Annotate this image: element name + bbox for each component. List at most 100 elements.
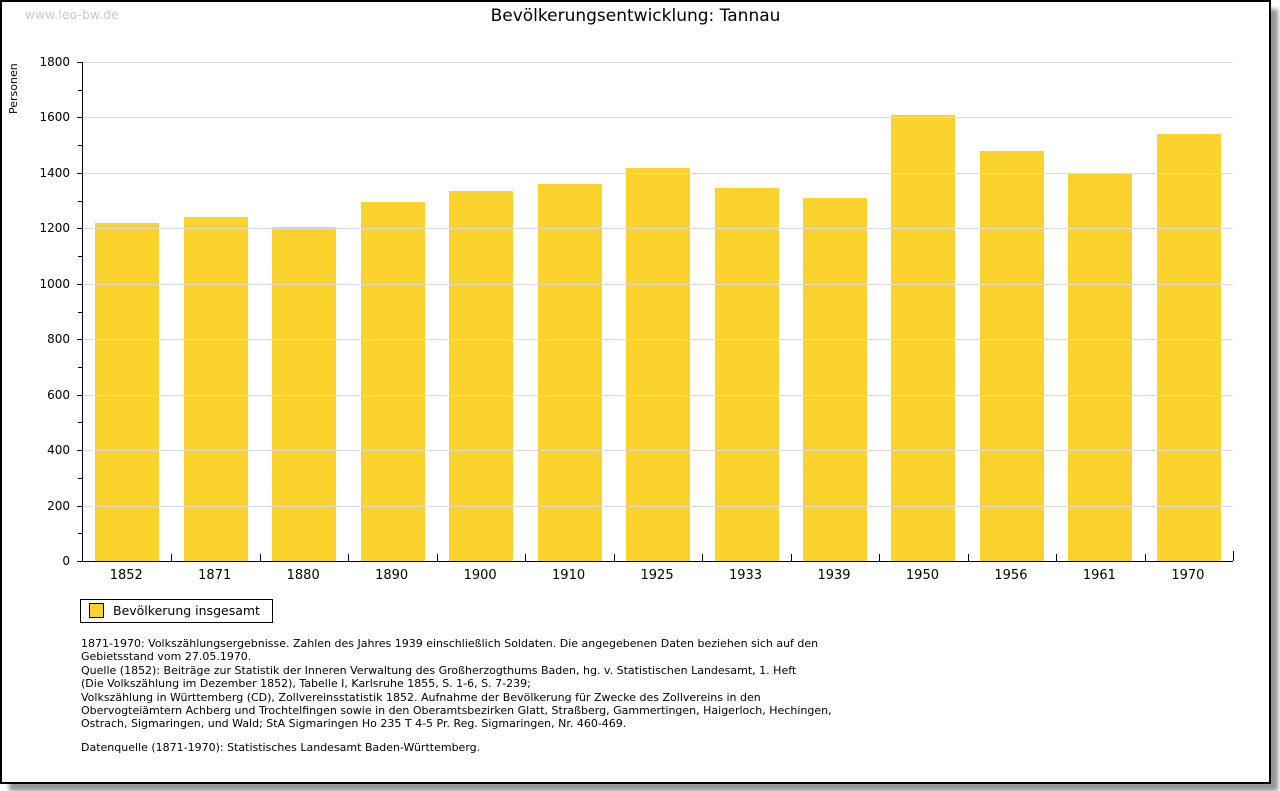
- x-tick-6: [613, 554, 615, 561]
- bar-1925: [626, 168, 691, 561]
- y-tick-800: [77, 339, 82, 341]
- y-tick-label-800: 800: [47, 332, 70, 347]
- y-minor-tick-500: [78, 422, 82, 424]
- gridline-1400: [83, 172, 1233, 174]
- bar-1950: [891, 115, 956, 561]
- legend-swatch: [89, 603, 104, 618]
- y-minor-tick-1700: [78, 89, 82, 91]
- bar-series: [83, 62, 1233, 561]
- y-minor-tick-700: [78, 366, 82, 368]
- bar-1890: [360, 201, 425, 561]
- y-axis-labels: 0 200 400 600 800 1000 1200 1400 1600 1800: [2, 55, 76, 568]
- x-tick-9: [879, 554, 881, 561]
- y-tick-label-1200: 1200: [39, 221, 70, 236]
- x-axis-labels: 1852 1871 1880 1890 1900 1910 1925 1933 1939 1950…: [82, 563, 1232, 583]
- y-tick-label-400: 400: [47, 443, 70, 458]
- x-tick-11: [1056, 554, 1058, 561]
- gridline-1800: [83, 62, 1233, 63]
- legend-label: Bevölkerung insgesamt: [113, 603, 260, 618]
- bar-1939: [802, 197, 867, 561]
- y-tick-200: [77, 505, 82, 507]
- watermark: www.leo-bw.de: [25, 8, 119, 22]
- plot-area: [77, 62, 1234, 562]
- y-tick-400: [77, 450, 82, 452]
- y-tick-label-200: 200: [47, 498, 70, 513]
- x-tick-label-1880: 1880: [286, 568, 320, 583]
- bar-slot-1900: [437, 62, 525, 561]
- y-tick-1800: [77, 62, 82, 63]
- y-minor-tick-1300: [78, 200, 82, 202]
- x-tick-label-1890: 1890: [375, 568, 409, 583]
- source-notes-lines: 1871-1970: Volkszählungsergebnisse. Zahl…: [81, 637, 832, 731]
- bar-slot-1871: [171, 62, 259, 561]
- x-tick-7: [702, 554, 704, 561]
- x-tick-label-1950: 1950: [905, 568, 939, 583]
- gridline-200: [83, 505, 1233, 507]
- x-tick-label-1852: 1852: [109, 568, 143, 583]
- x-tick-5: [525, 554, 527, 561]
- bar-1871: [183, 217, 248, 561]
- legend-box: Bevölkerung insgesamt: [80, 599, 273, 623]
- x-tick-4: [436, 554, 438, 561]
- y-minor-tick-900: [78, 311, 82, 313]
- x-tick-label-1925: 1925: [640, 568, 674, 583]
- x-tick-label-1900: 1900: [463, 568, 497, 583]
- y-tick-600: [77, 394, 82, 396]
- source-note-line-5: Volkszählung in Württemberg (CD), Zollve…: [81, 690, 761, 704]
- gridline-1000: [83, 283, 1233, 285]
- y-tick-1000: [77, 283, 82, 285]
- bar-slot-1961: [1056, 62, 1144, 561]
- y-tick-1600: [77, 117, 82, 119]
- gridline-600: [83, 394, 1233, 396]
- bar-1933: [714, 188, 779, 561]
- y-tick-1200: [77, 228, 82, 230]
- gridline-800: [83, 339, 1233, 341]
- bar-slot-1852: [83, 62, 171, 561]
- x-tick-1: [171, 554, 173, 561]
- bar-slot-1950: [879, 62, 967, 561]
- bar-1910: [537, 183, 602, 561]
- source-notes: 1871-1970: Volkszählungsergebnisse. Zahl…: [81, 637, 832, 754]
- bar-slot-1933: [702, 62, 790, 561]
- x-tick-2: [259, 554, 261, 561]
- source-note-line-1: 1871-1970: Volkszählungsergebnisse. Zahl…: [81, 637, 819, 650]
- bar-slot-1970: [1145, 62, 1233, 561]
- y-tick-label-1000: 1000: [39, 276, 70, 291]
- x-tick-label-1970: 1970: [1171, 568, 1205, 583]
- x-tick-label-1961: 1961: [1082, 568, 1116, 583]
- bar-slot-1925: [614, 62, 702, 561]
- bar-1880: [272, 226, 337, 561]
- bar-slot-1910: [525, 62, 613, 561]
- x-tick-13: [1233, 551, 1234, 561]
- x-tick-label-1939: 1939: [817, 568, 851, 583]
- source-note-line-3: Quelle (1852): Beiträge zur Statistik de…: [81, 663, 797, 677]
- x-tick-3: [348, 554, 350, 561]
- x-tick-10: [967, 554, 969, 561]
- y-tick-1400: [77, 172, 82, 174]
- x-tick-8: [790, 554, 792, 561]
- y-minor-tick-1100: [78, 256, 82, 258]
- bar-slot-1939: [791, 62, 879, 561]
- y-minor-tick-100: [78, 533, 82, 535]
- x-tick-label-1933: 1933: [728, 568, 763, 583]
- gridline-400: [83, 450, 1233, 452]
- y-tick-label-1600: 1600: [39, 110, 70, 125]
- x-tick-label-1871: 1871: [198, 568, 232, 583]
- bar-1961: [1068, 172, 1133, 561]
- y-tick-label-1400: 1400: [39, 165, 70, 180]
- bar-1852: [95, 222, 160, 561]
- x-tick-12: [1144, 554, 1146, 561]
- source-note-line-2: Gebietsstand vom 27.05.1970.: [81, 650, 252, 664]
- bar-1970: [1156, 133, 1221, 561]
- y-tick-label-600: 600: [47, 387, 70, 402]
- x-tick-label-1910: 1910: [552, 568, 586, 583]
- y-minor-tick-300: [78, 477, 82, 479]
- x-tick-label-1956: 1956: [994, 568, 1028, 583]
- gridline-1200: [83, 228, 1233, 230]
- bar-slot-1956: [968, 62, 1056, 561]
- source-note-line-4: (Die Volkszählung im Dezember 1852), Tab…: [81, 677, 531, 691]
- y-tick-0: [77, 561, 82, 562]
- chart-title: Bevölkerungsentwicklung: Tannau: [490, 6, 781, 26]
- y-tick-label-0: 0: [62, 554, 70, 568]
